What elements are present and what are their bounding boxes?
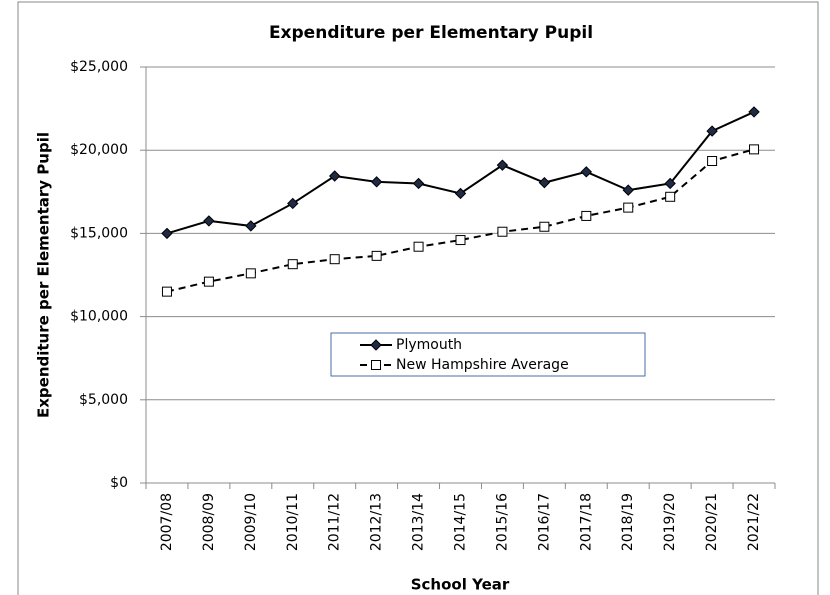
legend: Plymouth New Hampshire Average — [330, 332, 646, 377]
diamond-marker — [454, 187, 467, 200]
x-tick-label: 2011/12 — [327, 493, 343, 551]
legend-label: Plymouth — [396, 337, 462, 353]
y-tick-label: $10,000 — [70, 309, 128, 325]
x-tick-label: 2010/11 — [285, 493, 301, 551]
square-marker — [287, 259, 298, 270]
square-marker — [371, 250, 382, 261]
square-marker — [329, 254, 340, 265]
y-tick-label: $5,000 — [79, 392, 128, 408]
diamond-marker — [622, 184, 634, 196]
x-tick-label: 2012/13 — [369, 493, 385, 551]
y-tick-label: $15,000 — [70, 225, 128, 241]
square-marker — [203, 276, 214, 287]
x-tick-label: 2007/08 — [159, 493, 175, 551]
diamond-marker — [538, 176, 551, 189]
x-tick-label: 2016/17 — [536, 493, 552, 551]
diamond-marker — [161, 227, 173, 240]
diamond-marker — [412, 177, 425, 190]
square-marker — [497, 226, 508, 237]
x-tick-label: 2015/16 — [494, 493, 510, 551]
diamond-marker — [664, 177, 676, 190]
legend-label: New Hampshire Average — [396, 357, 569, 373]
square-marker — [161, 286, 172, 297]
legend-marker — [371, 360, 381, 370]
x-tick-label: 2014/15 — [453, 493, 469, 551]
x-tick-label: 2020/21 — [704, 493, 720, 551]
square-marker — [707, 156, 718, 167]
chart-border — [17, 1, 819, 595]
x-tick-label: 2018/19 — [620, 493, 636, 551]
y-axis-title: Expenditure per Elementary Pupil — [35, 132, 53, 418]
x-tick-label: 2019/20 — [662, 493, 678, 551]
x-tick-label: 2021/22 — [746, 493, 762, 551]
diamond-marker — [706, 125, 718, 137]
legend-box — [330, 332, 646, 377]
x-tick-label: 2013/14 — [411, 493, 427, 551]
y-tick-label: $0 — [110, 475, 128, 491]
diamond-marker — [287, 197, 299, 210]
diamond-marker — [748, 106, 760, 118]
square-marker — [413, 241, 424, 252]
x-tick-label: 2009/10 — [243, 493, 259, 551]
square-marker — [665, 191, 676, 202]
legend-marker — [370, 339, 382, 351]
x-tick-label: 2017/18 — [578, 493, 594, 551]
square-marker — [623, 202, 634, 213]
y-tick-label: $20,000 — [70, 142, 128, 158]
square-marker — [581, 210, 592, 221]
chart-title: Expenditure per Elementary Pupil — [269, 23, 593, 43]
diamond-marker — [370, 176, 383, 188]
x-axis-title: School Year — [411, 576, 510, 594]
square-marker — [455, 235, 466, 246]
diamond-marker — [245, 220, 257, 232]
series-line — [166, 148, 755, 293]
x-tick-label: 2008/09 — [201, 493, 217, 551]
square-marker — [245, 268, 256, 279]
diamond-marker — [203, 215, 215, 227]
square-marker — [749, 144, 760, 155]
diamond-marker — [496, 159, 509, 171]
square-marker — [539, 221, 550, 232]
diamond-marker — [580, 166, 593, 178]
y-tick-label: $25,000 — [70, 59, 128, 75]
diamond-marker — [328, 170, 341, 182]
